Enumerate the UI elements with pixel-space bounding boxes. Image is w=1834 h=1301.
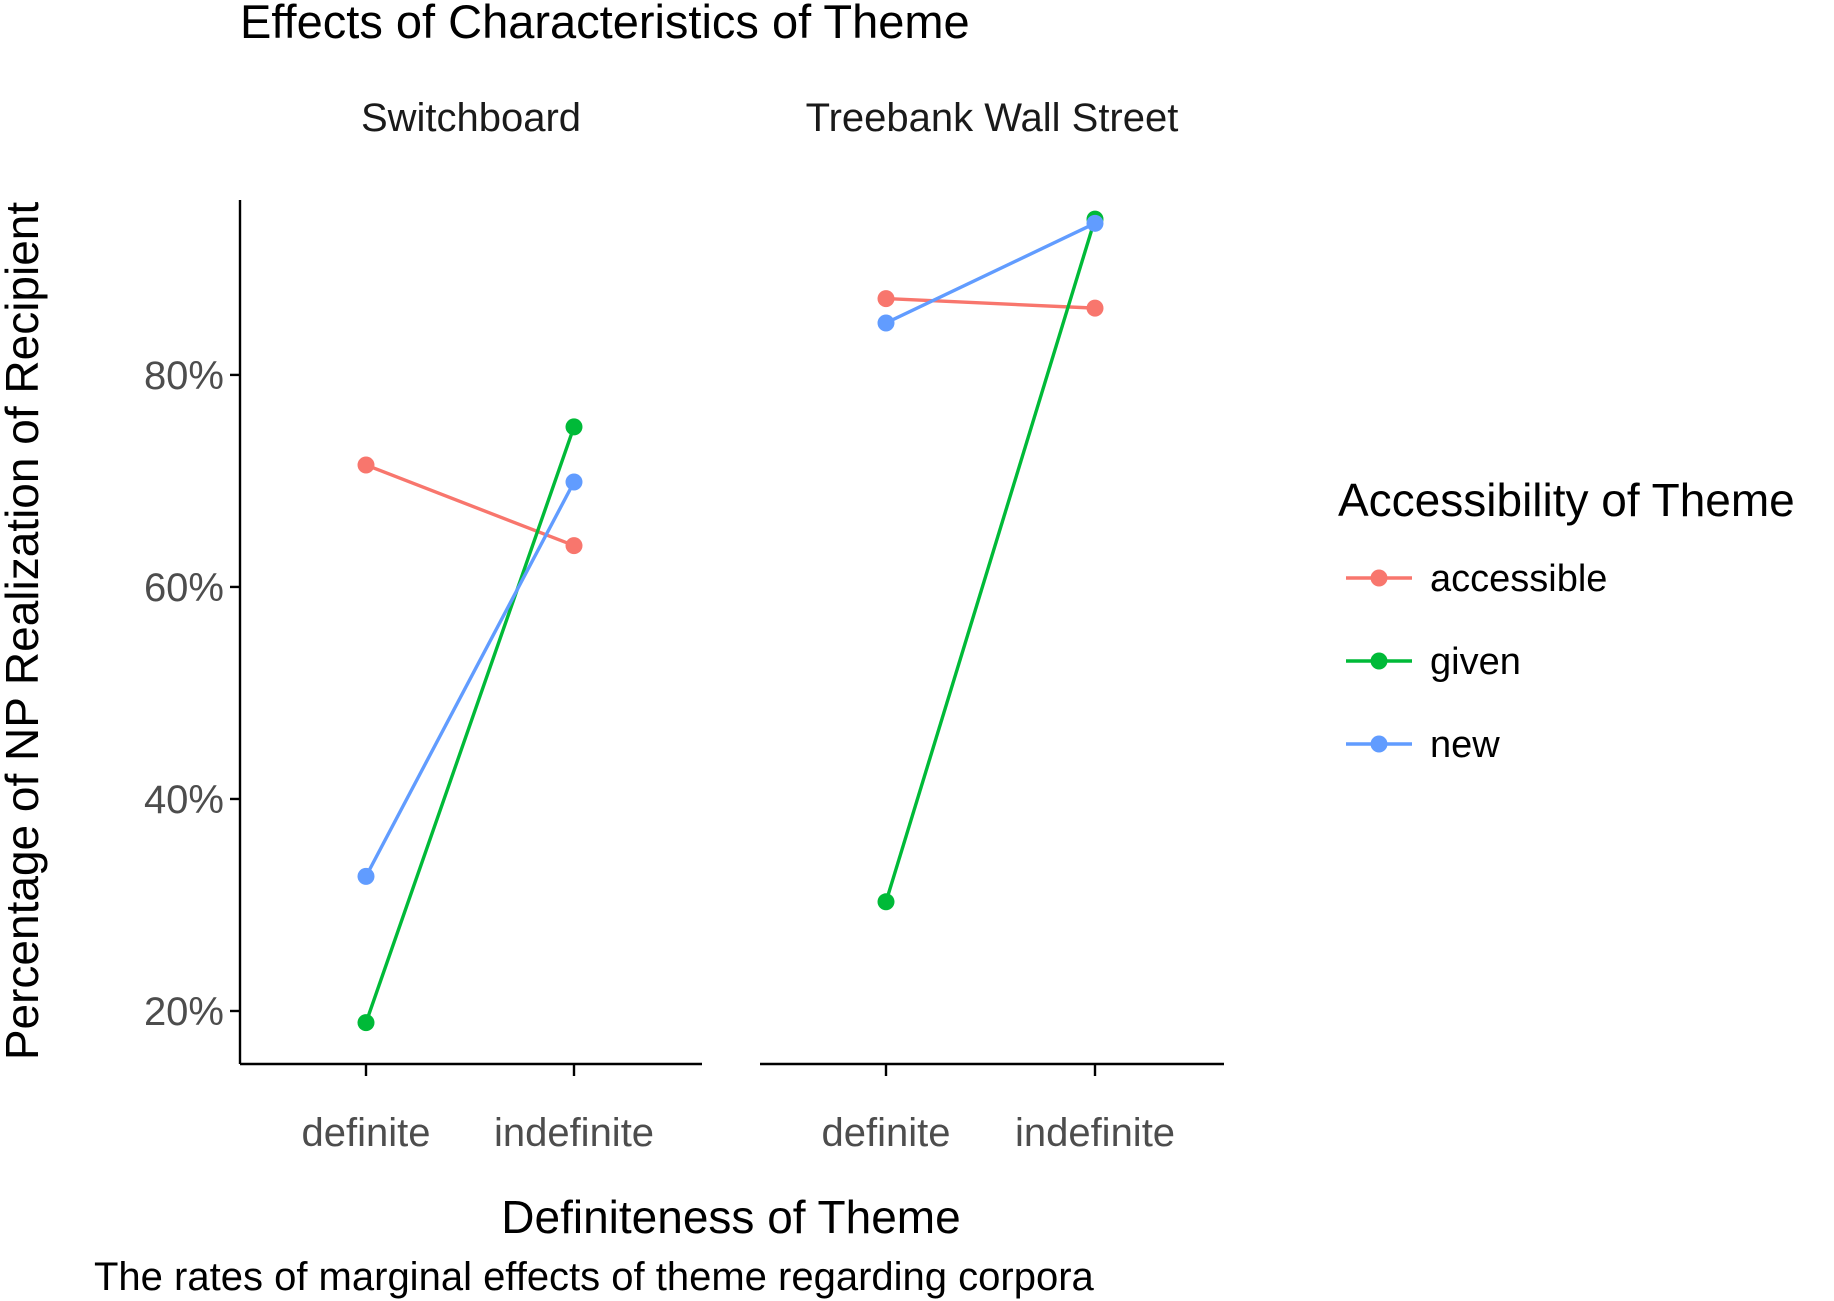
panels: 20% 40% 60% 80% Switchboard definite indefinit…: [144, 96, 1224, 1155]
panel-1: Switchboard definite indefinite: [240, 96, 702, 1155]
legend-label: given: [1430, 641, 1521, 683]
series-line-new: [885, 221, 1096, 325]
x-tick-label: indefinite: [1015, 1111, 1175, 1155]
data-point-accessible: [1086, 299, 1104, 317]
x-tick-label: indefinite: [494, 1111, 654, 1155]
data-point-accessible: [565, 537, 583, 555]
y-tick-label: 20%: [144, 990, 224, 1034]
data-point-new: [565, 473, 583, 491]
legend-item-new: new: [1346, 724, 1500, 766]
y-tick-label: 60%: [144, 566, 224, 610]
legend-title: Accessibility of Theme: [1338, 474, 1795, 526]
data-point-given: [877, 893, 895, 911]
series-line-accessible: [365, 463, 575, 548]
panel-strip-label: Switchboard: [361, 96, 581, 140]
legend-key-point: [1370, 735, 1388, 753]
y-axis-title: Percentage of NP Realization of Recipien…: [0, 202, 48, 1061]
series-line-given: [884, 218, 1097, 903]
series-line-new: [364, 481, 576, 878]
data-point-accessible: [357, 456, 375, 474]
y-tick-label: 80%: [144, 354, 224, 398]
data-point-given: [565, 418, 583, 436]
series-line-given: [364, 426, 576, 1024]
data-point-new: [357, 867, 375, 885]
chart-title: Effects of Characteristics of Theme: [240, 0, 970, 48]
x-tick-label: definite: [822, 1111, 951, 1155]
data-point-new: [877, 314, 895, 332]
legend-label: accessible: [1430, 558, 1607, 600]
data-point-new: [1086, 214, 1104, 232]
legend-key-point: [1370, 652, 1388, 670]
y-tick-label: 40%: [144, 778, 224, 822]
data-point-accessible: [877, 290, 895, 308]
legend-key-point: [1370, 569, 1388, 587]
legend: Accessibility of Theme accessible given ne…: [1338, 474, 1795, 766]
panel-strip-label: Treebank Wall Street: [806, 96, 1179, 140]
panel-2: Treebank Wall Street definite indefinite: [760, 96, 1224, 1155]
x-axis-title: Definiteness of Theme: [501, 1191, 960, 1243]
series-line-accessible: [885, 296, 1096, 310]
data-point-given: [357, 1014, 375, 1032]
legend-label: new: [1430, 724, 1500, 766]
chart-caption: The rates of marginal effects of theme r…: [94, 1255, 1095, 1299]
legend-item-accessible: accessible: [1346, 558, 1607, 600]
legend-item-given: given: [1346, 641, 1521, 683]
x-tick-label: definite: [302, 1111, 431, 1155]
